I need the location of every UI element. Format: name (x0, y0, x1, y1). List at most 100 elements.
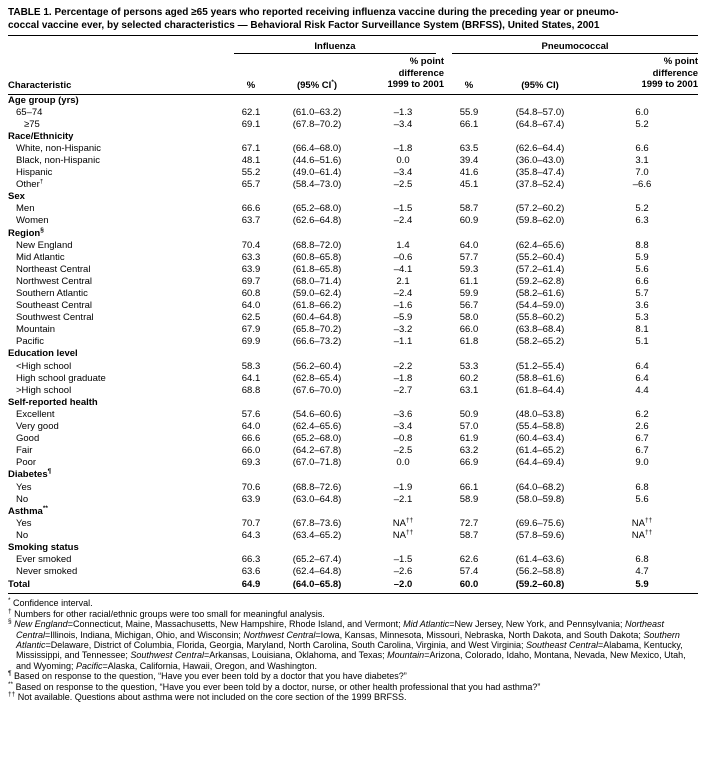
table-row: <High school 58.3 (56.2–60.4) –2.2 53.3 (51.2… (8, 361, 698, 373)
flu-ci-cell: (62.8–65.4) (292, 372, 342, 384)
section-label: Self-reported health (8, 396, 98, 408)
pneu-ci-cell: (62.6–64.4) (515, 142, 565, 154)
pneu-diff-cell: 6.4 (635, 372, 649, 384)
flu-diff-cell: –3.2 (393, 324, 413, 336)
flu-ci-cell: (60.4–64.8) (292, 312, 342, 324)
footnote-text: Based on response to the question, “Have… (11, 671, 407, 682)
flu-pct-cell: 66.0 (241, 445, 261, 457)
table-body: Age group (yrs) 65–74 62.1 (61.0–63.2) –1.3 5… (8, 94, 699, 595)
flu-diff-cell: –3.4 (393, 167, 413, 179)
characteristic-cell: Southwest Central (16, 312, 94, 324)
flu-pct-cell: 70.4 (241, 239, 261, 251)
table-row: High school graduate 64.1 (62.8–65.4) –1.8 6… (8, 373, 698, 385)
flu-pct-cell: 64.1 (241, 372, 261, 384)
diff-header-line: 1999 to 2001 (641, 79, 699, 90)
pneu-pct-cell: 66.0 (459, 324, 479, 336)
table-row: No 64.3 (63.4–65.2) NA†† 58.7 (57.8–59.6) NA†† (8, 528, 698, 542)
flu-pct-cell: 66.6 (241, 203, 261, 215)
characteristic-cell: >High school (16, 384, 72, 396)
flu-diff-cell: –4.1 (393, 263, 413, 275)
characteristic-cell: Other† (16, 179, 44, 191)
pneu-pct-cell: 57.7 (459, 251, 479, 263)
pneu-ci-cell: (58.0–59.8) (515, 493, 565, 505)
footnote-text: Not available. Questions about asthma we… (15, 692, 407, 702)
pneu-pct-cell: 55.9 (459, 106, 479, 118)
table-row: Good 66.6 (65.2–68.0) –0.8 61.9 (60.4–63.4) 6.… (8, 433, 698, 445)
section-row: Age group (yrs) (8, 94, 698, 107)
section-row: Smoking status (8, 542, 698, 554)
section-row: Self-reported health (8, 397, 698, 409)
pneu-ci-cell: (64.4–69.4) (515, 457, 565, 469)
flu-diff-cell: 1.4 (396, 239, 410, 251)
flu-diff-cell: –2.4 (393, 288, 413, 299)
flu-ci-cell: (62.4–64.8) (292, 566, 342, 578)
characteristic-cell: Northwest Central (16, 275, 93, 287)
footnote-marker: †† (8, 691, 16, 698)
flu-ci-cell: (67.8–73.6) (292, 517, 342, 529)
flu-diff-cell: –2.5 (393, 179, 413, 191)
pneu-ci-cell: (54.4–59.0) (515, 300, 565, 312)
diff-header-line: % point (663, 56, 699, 67)
pneu-diff-cell: 4.4 (635, 384, 649, 396)
pneu-pct-cell: 58.7 (459, 203, 479, 215)
characteristic-cell: Hispanic (16, 167, 53, 179)
pneu-pct-cell: 50.9 (459, 408, 479, 420)
flu-pct-cell: 69.3 (241, 457, 261, 469)
pneu-diff-cell: 7.0 (635, 167, 649, 179)
pneu-ci-cell: (55.2–60.4) (515, 251, 565, 263)
pneu-diff-cell: 8.8 (635, 239, 649, 251)
flu-diff-cell: 2.1 (396, 275, 410, 287)
footnote: ¶ Based on response to the question, “Ha… (8, 670, 698, 682)
flu-diff-cell: 0.0 (396, 457, 410, 469)
flu-ci-cell: (58.4–73.0) (292, 179, 342, 191)
flu-diff-cell: –3.6 (393, 408, 413, 420)
flu-ci-cell: (66.4–68.0) (292, 142, 342, 154)
pneu-ci-cell: (57.2–61.4) (515, 263, 565, 275)
characteristic-cell: No (16, 493, 29, 505)
characteristic-cell: Ever smoked (16, 554, 72, 566)
flu-diff-cell: –3.4 (393, 421, 413, 433)
table-row: >High school 68.8 (67.6–70.0) –2.7 63.1 (61.8… (8, 385, 698, 397)
pneu-ci-cell: (48.0–53.8) (515, 408, 565, 420)
flu-pct-cell: 55.2 (241, 167, 261, 179)
pneu-diff-cell: 5.9 (586, 578, 699, 595)
table-row: Southwest Central 62.5 (60.4–64.8) –5.9 58.0… (8, 312, 698, 324)
pneu-diff-cell: 6.2 (635, 408, 649, 420)
flu-ci-cell: (65.2–68.0) (292, 433, 342, 445)
pneu-ci-cell: (63.8–68.4) (515, 324, 565, 336)
characteristic-cell: Total (8, 578, 230, 595)
table-row: Northwest Central 69.7 (68.0–71.4) 2.1 61.1 (… (8, 276, 698, 288)
section-label: Age group (yrs) (8, 94, 79, 106)
column-header-row: Characteristic % (95% CI*) % point diffe… (8, 54, 699, 95)
diff-header-line: % point (409, 56, 445, 67)
footnote-marker: ** (8, 680, 14, 688)
pneu-ci-cell: (61.8–64.4) (515, 384, 565, 396)
flu-pct-cell: 64.3 (241, 529, 261, 541)
pneu-diff-cell: 5.2 (635, 118, 649, 130)
pneu-pct-cell: 61.1 (459, 275, 479, 287)
flu-ci-cell: (65.2–68.0) (292, 203, 342, 215)
characteristic-cell: Fair (16, 445, 33, 457)
flu-diff-cell: –2.5 (393, 445, 413, 457)
section-label: Asthma** (8, 504, 48, 517)
pneu-ci-cell: (55.8–60.2) (515, 312, 565, 324)
pneu-diff-cell: 3.6 (635, 300, 649, 312)
pneu-diff-cell: 6.6 (635, 142, 649, 154)
flu-ci-cell: (68.8–72.6) (292, 481, 342, 493)
flu-ci-cell: (44.6–51.6) (292, 154, 342, 166)
section-row: Asthma** (8, 504, 698, 518)
section-row: Sex (8, 191, 698, 203)
flu-diff-cell: NA†† (392, 528, 414, 541)
table-row: New England 70.4 (68.8–72.0) 1.4 64.0 (62.4–6… (8, 240, 698, 252)
flu-ci-cell: (56.2–60.4) (292, 360, 342, 372)
flu-pct-cell: 64.0 (241, 421, 261, 433)
pneu-ci-cell: (51.2–55.4) (515, 360, 565, 372)
table-row: Ever smoked 66.3 (65.2–67.4) –1.5 62.6 (61.4–… (8, 554, 698, 566)
flu-diff-cell: –2.1 (393, 493, 413, 505)
pneu-pct-cell: 61.8 (459, 336, 479, 348)
flu-ci-cell: (61.8–66.2) (292, 300, 342, 312)
pneu-pct-cell: 64.0 (459, 239, 479, 251)
footnote-text: Confidence interval. (10, 598, 93, 609)
section-row: Race/Ethnicity (8, 131, 698, 143)
flu-ci-column-header: (95% CI*) (272, 54, 362, 95)
